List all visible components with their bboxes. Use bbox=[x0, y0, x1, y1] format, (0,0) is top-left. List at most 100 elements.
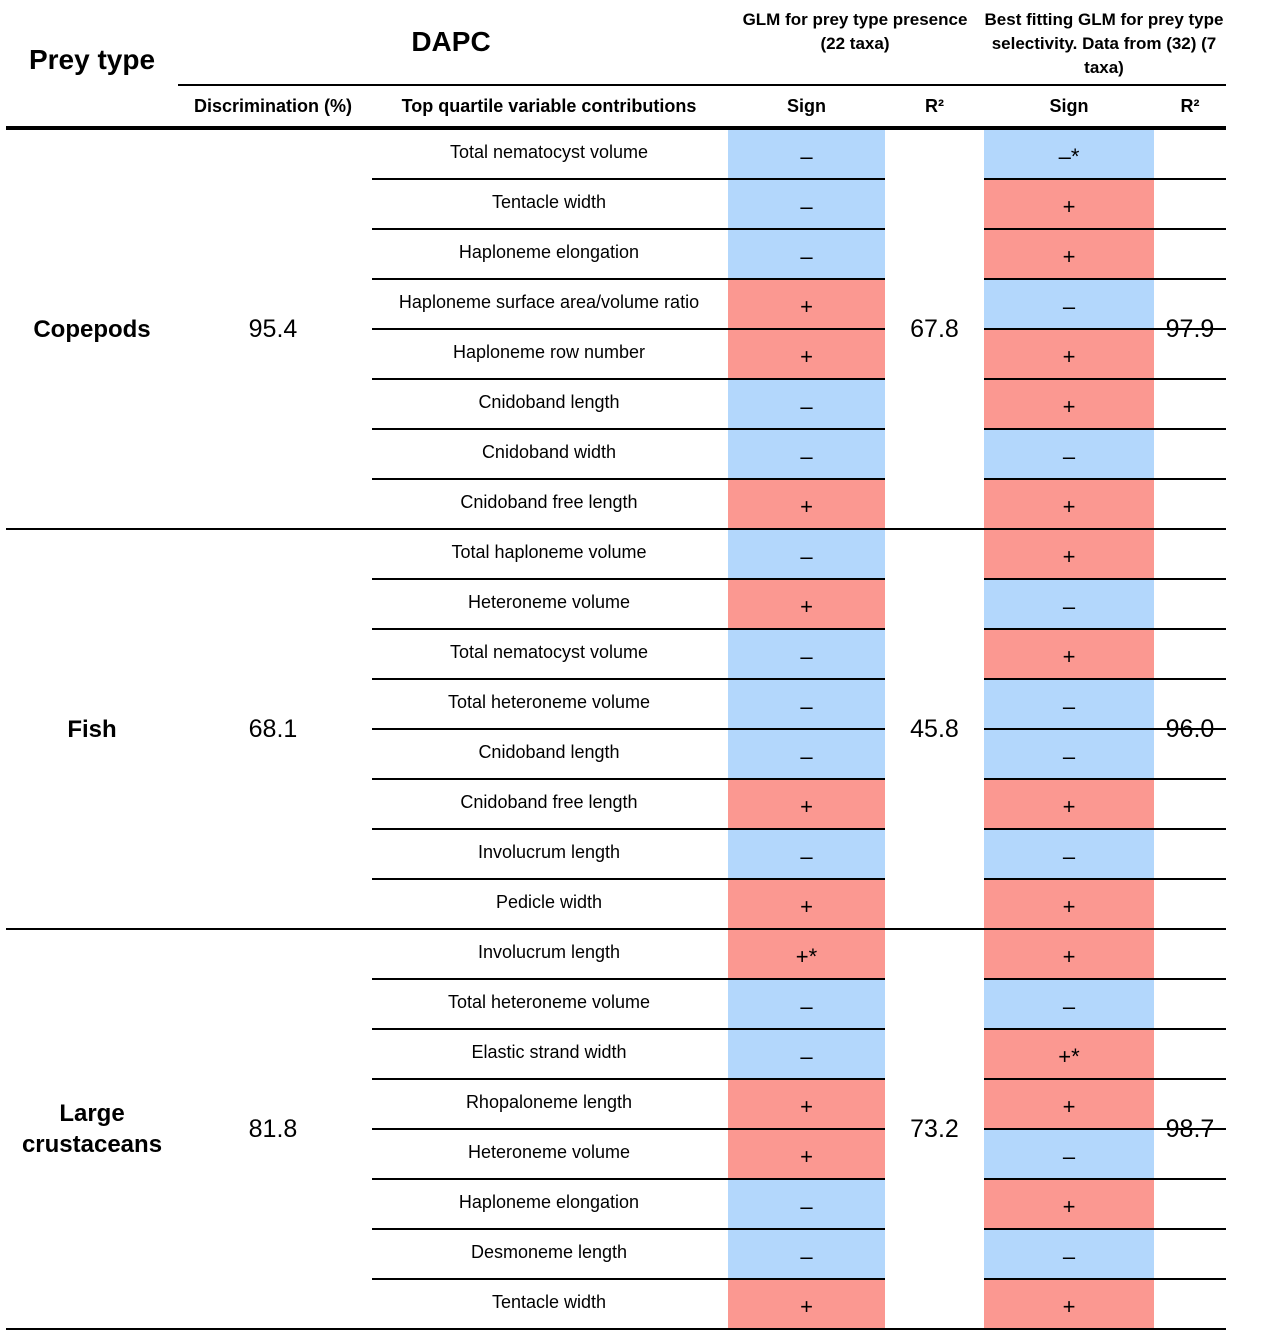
sign-presence-cell: – bbox=[728, 230, 885, 278]
variable-label: Elastic strand width bbox=[471, 1042, 627, 1062]
prey-type-label: Fish bbox=[67, 716, 117, 743]
row-divider-gap bbox=[885, 828, 984, 830]
discrimination-value: 81.8 bbox=[248, 1115, 298, 1143]
prey-type-label: Large crustaceans bbox=[21, 1100, 163, 1158]
variable-label: Total heteroneme volume bbox=[447, 992, 651, 1012]
prey-group: Total haploneme volume – + Heteroneme volum… bbox=[0, 530, 1278, 930]
table-row: Heteroneme volume + – bbox=[0, 580, 1278, 630]
row-divider-gap bbox=[885, 878, 984, 880]
table-row: Cnidoband free length + + bbox=[0, 480, 1278, 530]
r2-presence-value: 45.8 bbox=[885, 715, 984, 744]
r2-selectivity-value: 96.0 bbox=[1165, 715, 1215, 743]
row-divider bbox=[372, 428, 1226, 430]
row-divider bbox=[372, 278, 1226, 280]
table-row: Cnidoband free length + + bbox=[0, 780, 1278, 830]
sign-presence-cell: + bbox=[728, 1130, 885, 1178]
sign-presence-cell: + bbox=[728, 330, 885, 378]
variable-label: Haploneme elongation bbox=[458, 1192, 640, 1212]
table-row: Total nematocyst volume – –* bbox=[0, 130, 1278, 180]
variable-label: Tentacle width bbox=[491, 192, 607, 212]
row-divider bbox=[372, 178, 1226, 180]
sign-presence-cell: – bbox=[728, 630, 885, 678]
variable-label: Cnidoband free length bbox=[460, 492, 638, 512]
row-divider bbox=[372, 1128, 1226, 1130]
sign-selectivity-cell: – bbox=[984, 280, 1154, 328]
variable-label: Total nematocyst volume bbox=[449, 142, 649, 162]
table-row: Cnidoband length – – bbox=[0, 730, 1278, 780]
sign-selectivity-cell: + bbox=[984, 530, 1154, 578]
r2-presence-value: 73.2 bbox=[885, 1115, 984, 1144]
sign-selectivity-cell: – bbox=[984, 1230, 1154, 1278]
row-divider-gap bbox=[885, 1228, 984, 1230]
sign-presence-cell: + bbox=[728, 1080, 885, 1128]
row-divider-gap bbox=[885, 678, 984, 680]
sign-presence-cell: + bbox=[728, 580, 885, 628]
row-divider-gap bbox=[885, 778, 984, 780]
sign-selectivity-cell: + bbox=[984, 1280, 1154, 1328]
prey-type-header: Prey type bbox=[28, 44, 156, 75]
table-row: Total nematocyst volume – + bbox=[0, 630, 1278, 680]
sign-selectivity-cell: + bbox=[984, 630, 1154, 678]
glm-selectivity-header: Best fitting GLM for prey type selectivi… bbox=[984, 10, 1224, 77]
sign-presence-cell: + bbox=[728, 280, 885, 328]
table-row: Total heteroneme volume – – bbox=[0, 680, 1278, 730]
table-row: Haploneme elongation – + bbox=[0, 230, 1278, 280]
sign-presence-cell: – bbox=[728, 530, 885, 578]
prey-group: Involucrum length +* + Total heteroneme vol… bbox=[0, 930, 1278, 1330]
discrimination-value: 95.4 bbox=[248, 315, 298, 343]
r2-selectivity-value: 97.9 bbox=[1165, 315, 1215, 343]
sign-presence-cell: – bbox=[728, 1030, 885, 1078]
sign-presence-cell: + bbox=[728, 1280, 885, 1328]
row-divider bbox=[372, 1078, 1226, 1080]
sign-presence-cell: + bbox=[728, 480, 885, 528]
table-row: Cnidoband width – – bbox=[0, 430, 1278, 480]
variable-label: Heteroneme volume bbox=[467, 1142, 631, 1162]
prey-type-label: Copepods bbox=[33, 316, 151, 343]
row-divider bbox=[372, 578, 1226, 580]
sign-presence-cell: – bbox=[728, 680, 885, 728]
sign-presence-cell: + bbox=[728, 880, 885, 928]
variable-label: Cnidoband length bbox=[478, 392, 620, 412]
variable-label: Pedicle width bbox=[495, 892, 603, 912]
variable-label: Tentacle width bbox=[491, 1292, 607, 1312]
row-divider-gap bbox=[885, 978, 984, 980]
sign-presence-cell: – bbox=[728, 730, 885, 778]
sign-presence-cell: – bbox=[728, 430, 885, 478]
table-row: Desmoneme length – – bbox=[0, 1230, 1278, 1280]
sign-selectivity-cell: + bbox=[984, 230, 1154, 278]
variable-label: Cnidoband length bbox=[478, 742, 620, 762]
group-divider bbox=[6, 1328, 1226, 1330]
sign-selectivity-column-header: Sign bbox=[1049, 96, 1089, 116]
table-row: Heteroneme volume + – bbox=[0, 1130, 1278, 1180]
row-divider bbox=[372, 978, 1226, 980]
sign-selectivity-cell: – bbox=[984, 680, 1154, 728]
sign-presence-cell: – bbox=[728, 380, 885, 428]
sign-presence-cell: + bbox=[728, 780, 885, 828]
table-row: Cnidoband length – + bbox=[0, 380, 1278, 430]
sign-selectivity-cell: + bbox=[984, 180, 1154, 228]
table-row: Pedicle width + + bbox=[0, 880, 1278, 930]
r2-presence-column-header: R² bbox=[925, 96, 944, 116]
row-divider bbox=[372, 728, 1226, 730]
sign-selectivity-cell: + bbox=[984, 880, 1154, 928]
row-divider bbox=[372, 778, 1226, 780]
sign-selectivity-cell: + bbox=[984, 1180, 1154, 1228]
dapc-header: DAPC bbox=[411, 26, 491, 57]
group-divider bbox=[6, 928, 1226, 930]
row-divider-gap bbox=[885, 178, 984, 180]
sign-selectivity-cell: + bbox=[984, 780, 1154, 828]
row-divider-gap bbox=[885, 228, 984, 230]
variable-label: Haploneme elongation bbox=[458, 242, 640, 262]
table-row: Haploneme elongation – + bbox=[0, 1180, 1278, 1230]
row-divider bbox=[372, 628, 1226, 630]
prey-group: Total nematocyst volume – –* Tentacle width… bbox=[0, 130, 1278, 530]
row-divider-gap bbox=[885, 1078, 984, 1080]
r2-selectivity-value: 98.7 bbox=[1165, 1115, 1215, 1143]
sign-selectivity-cell: + bbox=[984, 930, 1154, 978]
sign-selectivity-cell: – bbox=[984, 1130, 1154, 1178]
sign-selectivity-cell: – bbox=[984, 730, 1154, 778]
discrimination-column-header: Discrimination (%) bbox=[193, 96, 353, 116]
variable-label: Desmoneme length bbox=[470, 1242, 628, 1262]
sign-presence-cell: – bbox=[728, 980, 885, 1028]
variable-label: Involucrum length bbox=[477, 942, 621, 962]
